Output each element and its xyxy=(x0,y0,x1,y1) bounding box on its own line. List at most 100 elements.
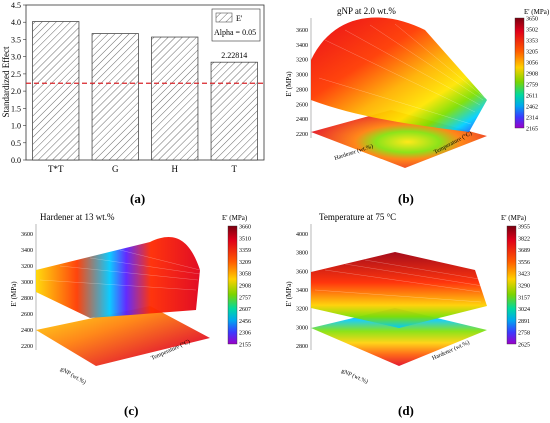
colorbar-tick-label: 2165 xyxy=(526,127,538,133)
colorbar-tick-label: 3056 xyxy=(526,61,538,67)
y-tick-label: 2.0 xyxy=(11,87,21,96)
colorbar-tick-label: 2611 xyxy=(526,94,538,100)
z-tick-label: 3600 xyxy=(296,28,308,34)
bar xyxy=(210,61,258,161)
colorbar xyxy=(227,225,238,345)
colorbar-tick-label: 2908 xyxy=(526,72,538,78)
colorbar-tick-label: 3024 xyxy=(518,307,530,313)
legend-swatch xyxy=(215,12,233,23)
surface-plot-d: Temperature at 75 °C 2800 3000 3200 3400 360… xyxy=(285,212,530,385)
colorbar-tick-label: 3058 xyxy=(239,272,251,278)
colorbar-tick-label: 2757 xyxy=(239,295,251,301)
z-tick-label: 2400 xyxy=(296,117,308,123)
z-axis-label: E' (MPa) xyxy=(285,71,293,97)
z-tick-label: 3600 xyxy=(296,269,308,275)
colorbar-tick-label: 3660 xyxy=(239,225,251,231)
z-tick-label: 2600 xyxy=(296,102,308,108)
z-tick-label: 3600 xyxy=(21,232,33,238)
colorbar-tick-label: 3689 xyxy=(518,248,530,254)
contour-floor xyxy=(36,306,210,366)
contour-floor xyxy=(311,308,487,366)
z-tick-label: 3200 xyxy=(296,58,308,64)
colorbar-tick-label: 3502 xyxy=(526,28,538,34)
colorbar-tick-label: 3650 xyxy=(526,17,538,23)
surface-plot-b: gNP at 2.0 wt.% 2200 2400 2600 2800 3000 3200… xyxy=(285,6,550,168)
y-tick-label: 0.0 xyxy=(11,156,21,165)
x-tick-label: T xyxy=(232,164,238,174)
surface-plot-c: Hardener at 13 wt.% 2200 2400 2600 2800 3000… xyxy=(10,212,251,386)
legend-title: E' (MPa) xyxy=(222,214,248,222)
colorbar-tick-label: 3556 xyxy=(518,260,530,266)
colorbar-tick-label: 3822 xyxy=(518,236,530,242)
y-tick-label: 1.5 xyxy=(11,104,21,113)
colorbar-tick-label: 3359 xyxy=(239,248,251,254)
z-tick-label: 3200 xyxy=(296,307,308,313)
surface-mesh xyxy=(39,249,201,291)
colorbar-tick-label: 3955 xyxy=(518,225,530,231)
z-tick-label: 2800 xyxy=(296,87,308,93)
z-tick-label: 3800 xyxy=(296,251,308,257)
reference-line-label: 2.22814 xyxy=(221,51,247,60)
colorbar-tick-label: 3290 xyxy=(518,284,530,290)
legend-entry: E' xyxy=(236,14,243,23)
x-tick-label: G xyxy=(112,164,119,174)
plot-title: Temperature at 75 °C xyxy=(319,212,396,222)
colorbar-tick-label: 2759 xyxy=(526,83,538,89)
colorbar-tick-label: 2891 xyxy=(518,319,530,325)
colorbar-tick-label: 3157 xyxy=(518,295,530,301)
z-tick-label: 3400 xyxy=(296,288,308,294)
z-tick-label: 3000 xyxy=(21,280,33,286)
colorbar-tick-label: 2456 xyxy=(239,319,251,325)
panel-label-a: (a) xyxy=(130,191,146,206)
legend-title: E' (MPa) xyxy=(524,8,550,16)
bar xyxy=(91,33,139,161)
legend: E' Alpha = 0.05 xyxy=(211,8,261,42)
z-tick-label: 2200 xyxy=(21,344,33,350)
legend-title: E' (MPa) xyxy=(501,214,527,222)
surface-mesh xyxy=(314,259,486,303)
z-axis-label: E' (MPa) xyxy=(10,281,18,307)
z-tick-label: 4000 xyxy=(296,232,308,238)
colorbar-tick-label: 3353 xyxy=(526,39,538,45)
z-tick-label: 2800 xyxy=(296,344,308,350)
panel-label-c: (c) xyxy=(124,403,139,418)
z-tick-label: 2600 xyxy=(21,312,33,318)
colorbar-tick-label: 2908 xyxy=(239,284,251,290)
x-tick-label: H xyxy=(172,164,179,174)
x-axis-label: gNP (wt.%) xyxy=(59,366,87,386)
z-tick-label: 2400 xyxy=(21,328,33,334)
z-tick-label: 2800 xyxy=(21,296,33,302)
colorbar-tick-label: 2462 xyxy=(526,105,538,111)
z-tick-label: 3400 xyxy=(296,43,308,49)
legend-note: Alpha = 0.05 xyxy=(214,28,256,37)
colorbar-tick-label: 2607 xyxy=(239,307,251,313)
z-tick-label: 2200 xyxy=(296,132,308,138)
y-tick-label: 4.5 xyxy=(11,1,21,10)
y-tick-label: 4.0 xyxy=(11,18,21,27)
bar xyxy=(151,36,199,161)
colorbar xyxy=(506,225,517,345)
plot-title: Hardener at 13 wt.% xyxy=(40,212,115,222)
y-tick-label: 3.5 xyxy=(11,35,21,44)
y-tick-label: 3.0 xyxy=(11,53,21,62)
y-axis-label: Standardized Effect xyxy=(1,46,11,118)
colorbar-tick-label: 3510 xyxy=(239,236,251,242)
x-axis-label: gNP (wt.%) xyxy=(340,367,369,385)
response-surface xyxy=(311,17,487,132)
surface-mesh xyxy=(318,23,486,125)
colorbar-tick-label: 2314 xyxy=(526,116,538,122)
response-surface xyxy=(311,252,487,328)
colorbar-tick-label: 2306 xyxy=(239,331,251,337)
colorbar xyxy=(514,17,525,129)
y-tick-label: 2.5 xyxy=(11,70,21,79)
colorbar-tick-label: 2625 xyxy=(518,343,530,349)
panel-label-d: (d) xyxy=(398,403,414,418)
z-tick-label: 3400 xyxy=(21,248,33,254)
y-tick-label: 0.5 xyxy=(11,139,21,148)
standardized-effect-bar-chart: 0.0 0.5 1.0 1.5 2.0 2.5 3.0 3.5 4.0 4.5 T*T G H T 2.… xyxy=(1,1,265,174)
colorbar-tick-label: 3209 xyxy=(239,260,251,266)
plot-title: gNP at 2.0 wt.% xyxy=(337,6,396,16)
panel-label-b: (b) xyxy=(398,191,414,206)
response-surface xyxy=(36,237,200,318)
z-tick-label: 3000 xyxy=(296,73,308,79)
